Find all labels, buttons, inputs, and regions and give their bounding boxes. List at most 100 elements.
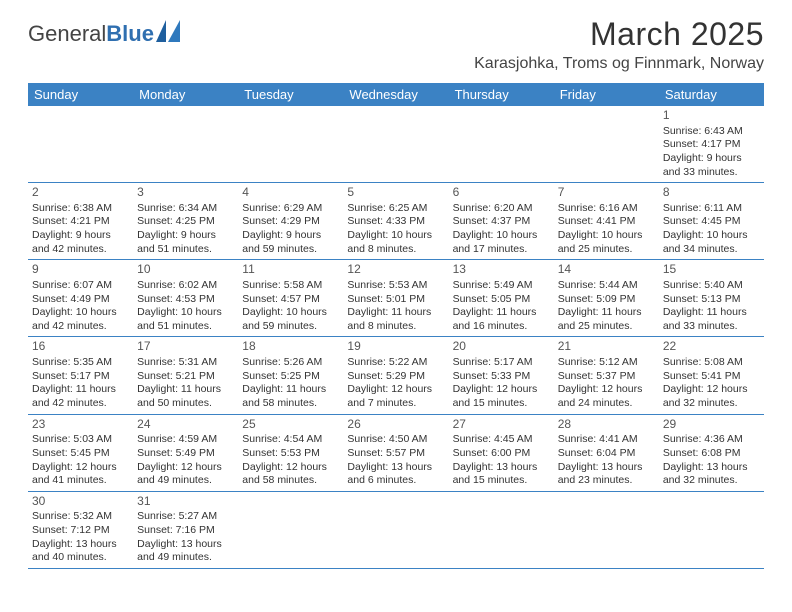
daylight-text: and 25 minutes. [558,320,655,334]
day-number: 3 [137,185,234,201]
sunset-text: Sunset: 4:45 PM [663,215,760,229]
daylight-text: Daylight: 11 hours [347,306,444,320]
daylight-text: and 7 minutes. [347,397,444,411]
sunset-text: Sunset: 4:29 PM [242,215,339,229]
sunrise-text: Sunrise: 6:29 AM [242,202,339,216]
daylight-text: and 58 minutes. [242,474,339,488]
day-number: 25 [242,417,339,433]
calendar-cell: 9Sunrise: 6:07 AMSunset: 4:49 PMDaylight… [28,260,133,337]
sunrise-text: Sunrise: 6:07 AM [32,279,129,293]
daylight-text: and 15 minutes. [453,474,550,488]
daylight-text: and 32 minutes. [663,474,760,488]
sunset-text: Sunset: 5:13 PM [663,293,760,307]
day-number: 2 [32,185,129,201]
calendar-row: 23Sunrise: 5:03 AMSunset: 5:45 PMDayligh… [28,414,764,491]
col-monday: Monday [133,83,238,106]
day-number: 26 [347,417,444,433]
daylight-text: Daylight: 11 hours [453,306,550,320]
day-number: 9 [32,262,129,278]
calendar-cell: 18Sunrise: 5:26 AMSunset: 5:25 PMDayligh… [238,337,343,414]
daylight-text: Daylight: 13 hours [558,461,655,475]
calendar-cell: 22Sunrise: 5:08 AMSunset: 5:41 PMDayligh… [659,337,764,414]
sunset-text: Sunset: 5:37 PM [558,370,655,384]
col-thursday: Thursday [449,83,554,106]
calendar-row: 9Sunrise: 6:07 AMSunset: 4:49 PM Daylight… [28,260,764,337]
daylight-text: Daylight: 12 hours [242,461,339,475]
daylight-text: Daylight: 13 hours [663,461,760,475]
sunrise-text: Sunrise: 5:12 AM [558,356,655,370]
sunrise-text: Sunrise: 5:49 AM [453,279,550,293]
calendar-row: 30Sunrise: 5:32 AMSunset: 7:12 PMDayligh… [28,491,764,568]
calendar-cell: 14Sunrise: 5:44 AMSunset: 5:09 PMDayligh… [554,260,659,337]
day-number: 30 [32,494,129,510]
sunrise-text: Sunrise: 5:53 AM [347,279,444,293]
daylight-text: and 15 minutes. [453,397,550,411]
sunset-text: Sunset: 6:08 PM [663,447,760,461]
daylight-text: and 59 minutes. [242,320,339,334]
sunrise-text: Sunrise: 5:40 AM [663,279,760,293]
sunrise-text: Sunrise: 6:25 AM [347,202,444,216]
daylight-text: Daylight: 12 hours [558,383,655,397]
daylight-text: Daylight: 10 hours [663,229,760,243]
calendar-cell: 11Sunrise: 5:58 AMSunset: 4:57 PMDayligh… [238,260,343,337]
calendar-cell [28,106,133,183]
daylight-text: Daylight: 10 hours [558,229,655,243]
sunset-text: Sunset: 5:49 PM [137,447,234,461]
calendar-cell [238,106,343,183]
daylight-text: and 8 minutes. [347,243,444,257]
daylight-text: and 24 minutes. [558,397,655,411]
sunset-text: Sunset: 5:29 PM [347,370,444,384]
calendar-cell: 28Sunrise: 4:41 AMSunset: 6:04 PMDayligh… [554,414,659,491]
calendar-cell: 29Sunrise: 4:36 AMSunset: 6:08 PMDayligh… [659,414,764,491]
calendar-cell [554,491,659,568]
day-number: 16 [32,339,129,355]
sunset-text: Sunset: 5:21 PM [137,370,234,384]
daylight-text: Daylight: 11 hours [558,306,655,320]
daylight-text: and 23 minutes. [558,474,655,488]
day-number: 4 [242,185,339,201]
sunrise-text: Sunrise: 6:43 AM [663,125,760,139]
daylight-text: and 33 minutes. [663,166,760,180]
brand-logo: GeneralBlue [28,20,182,47]
sunset-text: Sunset: 5:17 PM [32,370,129,384]
sunrise-text: Sunrise: 5:27 AM [137,510,234,524]
sunset-text: Sunset: 4:49 PM [32,293,129,307]
sunrise-text: Sunrise: 5:31 AM [137,356,234,370]
sunrise-text: Sunrise: 4:59 AM [137,433,234,447]
sunrise-text: Sunrise: 4:50 AM [347,433,444,447]
sunrise-text: Sunrise: 6:20 AM [453,202,550,216]
calendar-row: 16Sunrise: 5:35 AMSunset: 5:17 PMDayligh… [28,337,764,414]
day-number: 19 [347,339,444,355]
daylight-text: and 42 minutes. [32,397,129,411]
col-sunday: Sunday [28,83,133,106]
sail-icon [156,20,182,47]
daylight-text: Daylight: 13 hours [32,538,129,552]
daylight-text: Daylight: 13 hours [347,461,444,475]
day-number: 28 [558,417,655,433]
sunset-text: Sunset: 7:16 PM [137,524,234,538]
daylight-text: and 41 minutes. [32,474,129,488]
daylight-text: and 51 minutes. [137,320,234,334]
daylight-text: and 32 minutes. [663,397,760,411]
sunrise-text: Sunrise: 4:36 AM [663,433,760,447]
sunset-text: Sunset: 5:33 PM [453,370,550,384]
day-number: 7 [558,185,655,201]
daylight-text: Daylight: 9 hours [663,152,760,166]
brand-name-part2: Blue [106,21,154,46]
calendar-cell: 26Sunrise: 4:50 AMSunset: 5:57 PMDayligh… [343,414,448,491]
sunset-text: Sunset: 6:00 PM [453,447,550,461]
calendar-row: 2Sunrise: 6:38 AMSunset: 4:21 PMDaylight… [28,183,764,260]
calendar-cell: 27Sunrise: 4:45 AMSunset: 6:00 PMDayligh… [449,414,554,491]
sunset-text: Sunset: 4:21 PM [32,215,129,229]
col-wednesday: Wednesday [343,83,448,106]
sunrise-text: Sunrise: 6:34 AM [137,202,234,216]
sunset-text: Sunset: 5:09 PM [558,293,655,307]
calendar-cell: 16Sunrise: 5:35 AMSunset: 5:17 PMDayligh… [28,337,133,414]
calendar-cell: 7Sunrise: 6:16 AMSunset: 4:41 PMDaylight… [554,183,659,260]
sunrise-text: Sunrise: 5:44 AM [558,279,655,293]
day-number: 27 [453,417,550,433]
calendar-cell [343,491,448,568]
daylight-text: and 42 minutes. [32,243,129,257]
day-number: 29 [663,417,760,433]
sunrise-text: Sunrise: 5:17 AM [453,356,550,370]
